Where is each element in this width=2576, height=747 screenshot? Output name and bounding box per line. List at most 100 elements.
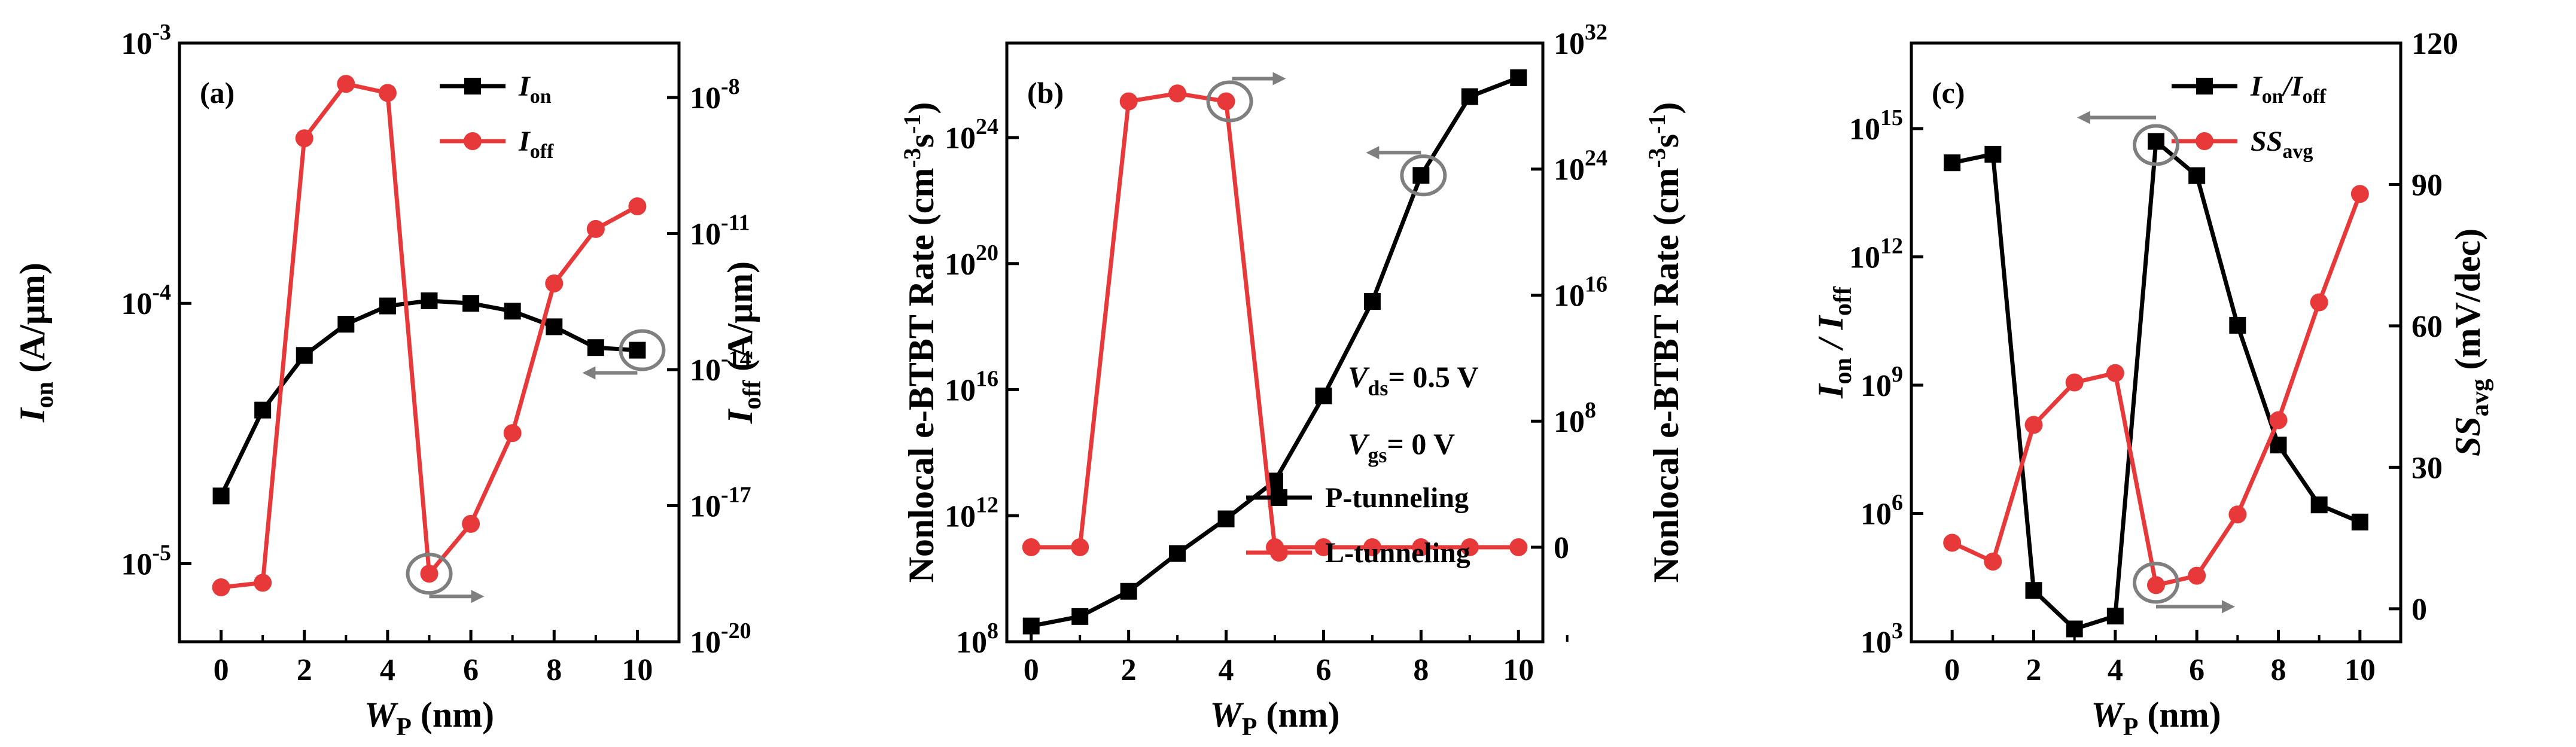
legend-label: P-tunneling [1325,482,1469,514]
x-tick-label: 6 [463,653,479,687]
x-tick-label: 4 [380,653,395,687]
data-point [2229,316,2246,334]
data-point [2066,620,2083,638]
data-point [1314,538,1333,556]
data-point [1071,608,1089,625]
right-axis-ring [1206,80,1253,123]
y-left-tick-label: 1012 [1849,234,1903,275]
x-tick-label: 2 [297,653,312,687]
x-tick-label: 6 [1316,653,1331,687]
legend-marker [1270,544,1288,562]
x-tick-label: 8 [546,653,562,687]
data-point [2147,576,2165,594]
panel-letter: (b) [1027,76,1064,109]
x-tick-label: 0 [1024,653,1039,687]
data-point [1217,92,1235,111]
data-point [545,274,564,292]
y-right-tick-label: 10-11 [690,211,750,252]
condition-annotation: Vgs= 0 V [1348,427,1455,467]
data-point [1217,510,1235,528]
right-axis-ring [406,553,453,595]
data-point [2351,513,2368,530]
data-point [2065,373,2084,392]
data-point [2350,185,2369,203]
legend-marker [1271,489,1287,506]
left-axis-arrowhead [582,366,596,380]
y-left-tick-label: 106 [1861,490,1903,532]
data-point [504,303,521,320]
data-point [1943,533,1962,552]
left-axis-arrowhead [2077,111,2090,124]
y-left-tick-label: 1024 [945,114,998,156]
y-right-tick-label: 30 [2411,451,2443,485]
x-tick-label: 10 [2344,653,2376,687]
y-right-tick-label: 60 [2411,310,2443,344]
y-right-tick-label: 1024 [1554,146,1607,187]
legend-marker [2196,132,2213,150]
right-axis-ring [2133,562,2179,604]
x-axis-label: WP (nm) [1210,695,1339,741]
y-right-tick-label: 1016 [1554,272,1607,313]
y-right-tick-label: 90 [2411,168,2443,202]
data-point [1984,145,2002,163]
x-tick-label: 10 [622,653,653,687]
data-point [1412,167,1430,184]
left-axis-arrowhead [1366,146,1380,160]
y-right-tick-label: 10-20 [690,618,751,660]
y-right-tick-label: 0 [1554,531,1569,565]
data-point [1169,545,1186,562]
legend-marker [2196,78,2213,94]
x-tick-label: 4 [2108,653,2123,687]
data-point [1363,293,1381,310]
data-point [2188,167,2206,184]
data-point [1461,88,1478,105]
y-left-tick-label: 1015 [1849,105,1903,147]
data-point [2310,293,2328,312]
data-point [378,84,397,102]
x-tick-label: 2 [1121,653,1137,687]
y-left-axis-label: Ion / Ioff [1811,286,1857,399]
data-point [2024,416,2043,434]
data-point [1022,538,1040,556]
data-point [421,292,438,309]
series-line-0 [219,298,638,497]
axis-indicators [406,72,2235,614]
legend-label: Ion [518,71,552,108]
data-point [2269,411,2288,429]
data-point [462,514,480,533]
panel-letter: (c) [1932,76,1965,109]
data-point [2106,608,2124,625]
data-point [1363,538,1381,556]
data-point [546,318,563,336]
chart-panel-2: 0 2 4 6 8 10 WP (nm) 103 106 109 1012 1015 0 30 60 90 12… [1811,27,2494,741]
data-point [212,487,230,505]
data-point [1944,154,1961,172]
data-point [1460,538,1479,556]
x-tick-label: 0 [214,653,229,687]
data-point [629,342,646,359]
y-left-axis-label: Nonlocal e-BTBT Rate (cm-3s-1) [899,102,941,583]
data-point [254,401,272,419]
legend-label: SSavg [2251,126,2313,163]
right-axis-arrowhead [471,590,485,603]
data-point [1510,69,1527,86]
y-left-tick-label: 10-5 [121,540,171,581]
condition-annotation: Vds= 0.5 V [1348,360,1479,400]
y-left-tick-label: 1016 [945,367,998,408]
y-left-axis-label: Ion (A/μm) [13,263,59,423]
data-point [462,295,480,312]
data-point [2228,505,2247,524]
data-point [420,565,439,583]
left-axis-ring [2133,124,2179,166]
x-tick-label: 6 [2189,653,2204,687]
data-point [1984,553,2002,571]
data-point [337,75,355,93]
y-right-tick-label: 10-8 [690,74,740,115]
data-point [586,219,605,238]
data-point [379,297,396,315]
x-axis-label: WP (nm) [364,695,494,741]
data-point [2270,437,2287,454]
data-point [1119,92,1138,111]
y-right-tick-label: 10-17 [690,483,751,524]
